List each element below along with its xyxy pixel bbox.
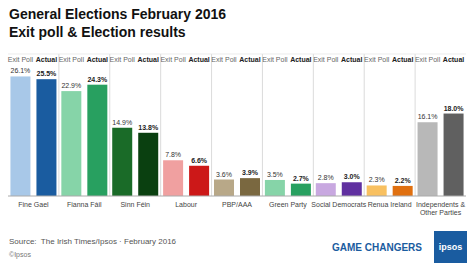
category-label-line: PBP/AAA [222,201,252,208]
series-header: Exit Poll [211,56,237,63]
bar [291,184,311,196]
bar [163,160,183,196]
baseline [8,196,466,197]
data-label: 3.6% [216,171,232,178]
series-header: Actual [36,56,57,63]
copyright-text: ©Ipsos [9,251,31,259]
category-label: Sinn Féin [120,201,150,208]
separator [160,54,161,196]
series-header: Actual [290,56,311,63]
series-header: Actual [87,56,108,63]
data-label: 6.6% [191,157,208,164]
data-label: 16.1% [418,113,438,120]
bar [189,166,209,196]
category-label: Social Democrats [311,201,366,208]
subtitle: Exit poll & Election results [9,24,186,40]
series-header: Actual [138,56,159,63]
separator [211,54,212,196]
data-label: 18.0% [444,105,465,112]
data-label: 13.8% [138,124,159,131]
logo-text: ipsos [439,242,463,252]
bar [418,122,438,196]
bar [265,180,285,196]
data-label: 2.8% [318,174,334,181]
bar [36,79,56,196]
separator [58,54,59,196]
series-header: Actual [341,56,362,63]
separator [415,54,416,196]
brand-text: GAME CHANGERS [332,242,422,253]
data-label: 14.9% [112,119,132,126]
background [0,0,474,266]
category-label: Labour [175,201,197,208]
category-label-line: Independents & [416,201,465,209]
series-header: Actual [188,56,209,63]
bar [214,180,234,196]
data-label: 3.0% [344,173,361,180]
series-header: Exit Poll [59,56,85,63]
data-label: 3.9% [242,169,259,176]
category-label: Renua Ireland [368,201,412,208]
category-label: Fianna Fáil [67,201,102,208]
category-label-line: Labour [175,201,197,208]
bar [393,186,413,196]
category-label: Fine Gael [18,201,49,208]
bar [444,114,464,196]
data-label: 26.1% [11,67,31,74]
category-label: PBP/AAA [222,201,252,208]
category-label-line: Green Party [269,201,307,209]
category-label-line: Social Democrats [311,201,366,208]
category-label-line: Sinn Féin [120,201,150,208]
bar [112,128,132,196]
series-header: Exit Poll [160,56,186,63]
plot-top-line [8,54,466,55]
series-header: Exit Poll [313,56,339,63]
chart: General Elections February 2016 Exit poll… [0,0,474,266]
data-label: 2.3% [369,176,385,183]
title: General Elections February 2016 [9,6,226,22]
data-label: 7.8% [165,151,181,158]
data-label: 2.7% [293,175,310,182]
data-label: 2.2% [395,177,412,184]
separator [364,54,365,196]
series-header: Exit Poll [8,56,34,63]
category-label: Green Party [269,201,307,209]
source-text: Source: The Irish Times/Ipsos · February… [9,237,177,246]
data-label: 24.3% [87,76,108,83]
category-label-line: Fine Gael [18,201,49,208]
bars [10,76,463,196]
data-label: 22.9% [61,82,81,89]
bar [61,91,81,196]
category-label-line: Renua Ireland [368,201,412,208]
bar [10,76,30,196]
bar [316,183,336,196]
bar [138,133,158,196]
logo-box [434,231,467,263]
series-header: Exit Poll [415,56,441,63]
bar [87,85,107,196]
separator [109,54,110,196]
labels: 26.1% Exit Poll 22.9% Exit Poll 14.9% Exit Po… [8,56,465,184]
series-header: Actual [239,56,260,63]
category-label: Independents &Other Parties [416,201,465,216]
data-label: 25.5% [37,70,58,77]
series-header: Exit Poll [110,56,136,63]
series-header: Actual [443,56,464,63]
series-header: Exit Poll [262,56,288,63]
separator [262,54,263,196]
category-label-line: Fianna Fáil [67,201,102,208]
series-header: Actual [392,56,413,63]
bar [240,178,260,196]
series-header: Exit Poll [364,56,390,63]
data-label: 3.5% [267,171,283,178]
separator [313,54,314,196]
bar [342,182,362,196]
bar [367,185,387,196]
category-label-line: Other Parties [420,209,462,216]
